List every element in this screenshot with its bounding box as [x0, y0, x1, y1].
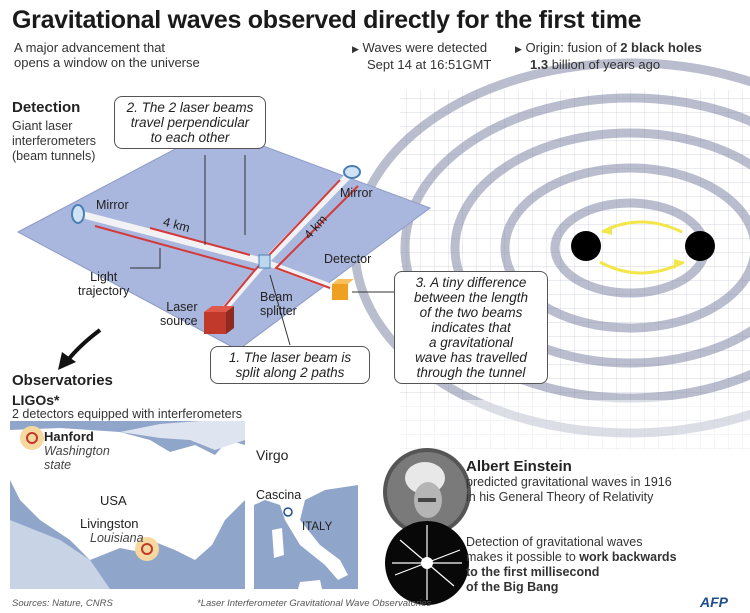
big-bang-image: [385, 521, 469, 605]
ligo-heading: LIGOs*: [12, 392, 60, 408]
fact-text: Waves were detected: [362, 40, 488, 55]
observatories-heading: Observatories: [12, 372, 113, 389]
fact-origin: ▶ Origin: fusion of 2 black holes 1.3 bi…: [515, 40, 702, 72]
hanford-site-marker: [26, 432, 38, 444]
fact-text: Sept 14 at 16:51GMT: [367, 57, 492, 72]
big-bang-text-bold: of the Big Bang: [466, 580, 559, 594]
label-line: Laser: [166, 300, 198, 314]
laser-source-icon: [204, 306, 234, 334]
sources: Sources: Nature, CNRS: [12, 598, 113, 609]
label-line: state: [44, 458, 72, 472]
label-hanford: Hanford: [44, 429, 94, 444]
desc-line: Giant laser: [12, 119, 73, 133]
big-bang-text-bold: to the first millisecond: [466, 565, 600, 579]
bullet-triangle-icon: ▶: [515, 44, 522, 54]
livingston-site-marker: [141, 543, 153, 555]
callout-line: through the tunnel: [416, 365, 526, 380]
callout-line: to each other: [150, 130, 230, 145]
callout-line: travel perpendicular: [130, 115, 250, 130]
callout-step-3: 3. A tiny difference between the length …: [394, 271, 548, 384]
label-mirror-left: Mirror: [96, 198, 129, 212]
callout-line: of the two beams: [419, 305, 523, 320]
detector-icon: [332, 279, 354, 300]
einstein-text: predicted gravitational waves in 1916: [466, 475, 672, 489]
fact-text: billion of years ago: [548, 57, 661, 72]
ligo-description: 2 detectors equipped with interferometer…: [12, 407, 242, 421]
big-bang-text: Detection of gravitational waves: [466, 535, 643, 549]
fact-text-bold: 1.3: [530, 57, 549, 72]
label-livingston: Livingston: [80, 516, 139, 531]
einstein-portrait: [383, 448, 471, 536]
fact-text-bold: 2 black holes: [620, 40, 702, 55]
detection-description: Giant laser interferometers (beam tunnel…: [12, 119, 96, 164]
callout-line: 2. The 2 laser beams: [126, 100, 254, 115]
detection-heading: Detection: [12, 99, 81, 116]
label-laser-source: Laser source: [160, 300, 198, 328]
italy-map: [254, 470, 358, 589]
footnote: *Laser Interferometer Gravitational Wave…: [197, 598, 432, 609]
mirror-right-icon: [343, 165, 361, 179]
label-line: splitter: [260, 304, 297, 318]
desc-line: (beam tunnels): [12, 149, 96, 163]
label-mirror-right: Mirror: [340, 186, 373, 200]
einstein-info: Albert Einstein predicted gravitational …: [466, 458, 672, 505]
einstein-text: in his General Theory of Relativity: [466, 490, 654, 504]
label-beam-splitter: Beam splitter: [260, 290, 297, 318]
fact-text: Origin: fusion of: [525, 40, 621, 55]
big-bang-text-bold: work backwards: [579, 550, 677, 564]
label-italy: ITALY: [302, 521, 333, 533]
label-line: Washington: [44, 444, 110, 458]
arrow-down-icon: [66, 328, 102, 362]
label-line: trajectory: [78, 284, 130, 298]
callout-line: split along 2 paths: [235, 365, 345, 380]
callout-step-1: 1. The laser beam is split along 2 paths: [210, 346, 370, 384]
callout-line: a gravitational: [428, 335, 514, 350]
label-louisiana: Louisiana: [90, 531, 144, 545]
callout-step-2: 2. The 2 laser beams travel perpendicula…: [114, 96, 266, 149]
callout-line: 3. A tiny difference: [415, 275, 527, 290]
beam-splitter-icon: [258, 254, 271, 269]
callout-line: between the length: [413, 290, 529, 305]
usa-map: [10, 421, 245, 589]
label-light-trajectory: Light trajectory: [78, 270, 129, 298]
label-line: source: [160, 314, 198, 328]
interferometer-plate: [16, 127, 432, 351]
callout-line: indicates that: [431, 320, 511, 335]
callout-line: 1. The laser beam is: [228, 350, 352, 365]
label-line: Beam: [260, 290, 293, 304]
fact-detection-date: ▶ Waves were detected Sept 14 at 16:51GM…: [352, 40, 491, 72]
callout-line: wave has travelled: [415, 350, 527, 365]
page-title: Gravitational waves observed directly fo…: [12, 6, 642, 34]
black-holes: [571, 220, 715, 275]
label-cascina: Cascina: [256, 488, 302, 502]
mirror-left-icon: [71, 204, 85, 224]
subtitle: A major advancement that opens a window …: [14, 40, 200, 70]
big-bang-text: makes it possible to: [466, 550, 580, 564]
label-detector: Detector: [324, 252, 372, 266]
desc-line: interferometers: [12, 134, 97, 148]
label-washington-state: Washington state: [44, 444, 110, 472]
bullet-triangle-icon: ▶: [352, 44, 359, 54]
label-line: Light: [90, 270, 118, 284]
virgo-heading: Virgo: [256, 447, 289, 463]
subtitle-line: A major advancement that: [14, 40, 166, 55]
afp-logo: AFP: [700, 594, 728, 610]
label-usa: USA: [100, 493, 127, 508]
cascina-site-marker: [283, 507, 293, 517]
big-bang-info: Detection of gravitational waves makes i…: [466, 535, 677, 595]
subtitle-line: opens a window on the universe: [14, 55, 200, 70]
spacetime-ripple: [350, 58, 750, 460]
einstein-name: Albert Einstein: [466, 458, 572, 475]
